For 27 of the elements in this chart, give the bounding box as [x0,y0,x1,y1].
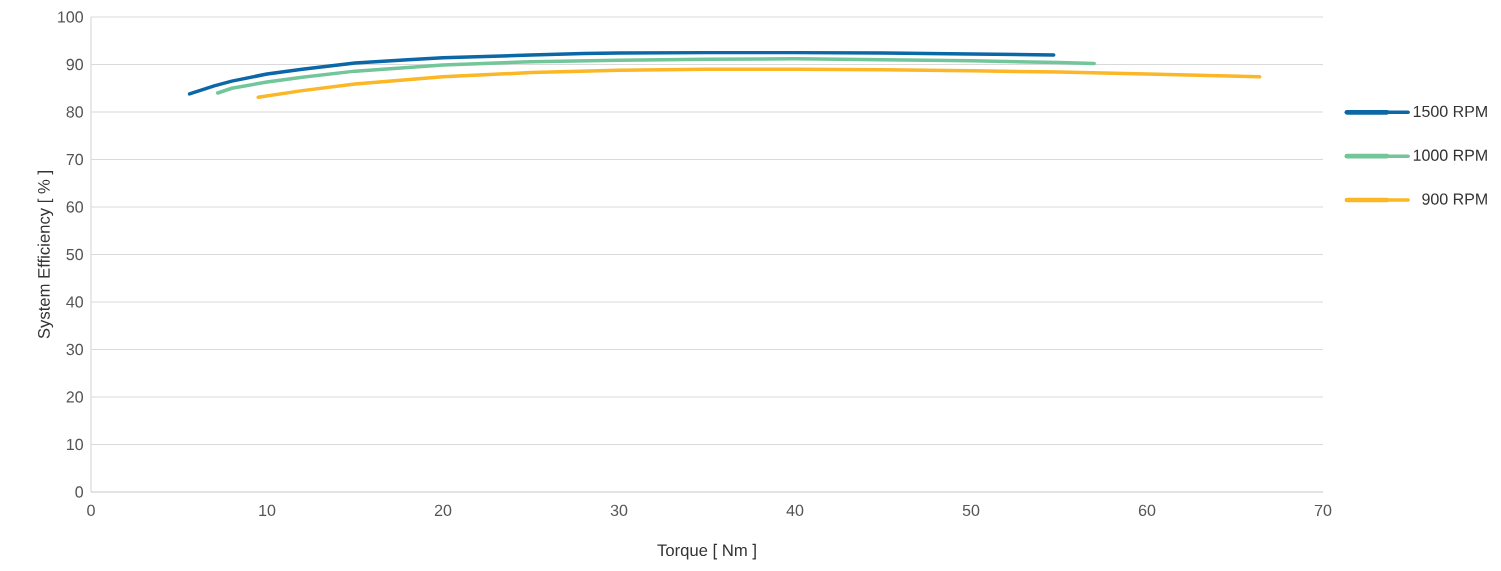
y-tick-label: 60 [66,201,84,213]
x-axis-title: Torque [ Nm ] [657,543,756,560]
x-tick-label: 20 [434,504,452,517]
y-tick-label: 70 [66,153,84,166]
y-tick-label: 10 [67,438,84,451]
line-series [215,57,1096,95]
line-series [187,50,1056,96]
x-tick-label: 0 [87,504,95,517]
x-tick-label: 70 [1314,504,1332,517]
x-tick-label: 30 [610,504,628,517]
legend-label: 1500 RPM [1413,105,1487,118]
x-tick-label: 40 [786,504,804,517]
x-tick-label: 50 [962,504,980,517]
line-series [256,67,1262,100]
y-tick-label: 40 [66,296,84,308]
y-tick-label: 100 [58,11,83,23]
y-tick-label: 80 [66,106,84,118]
y-tick-label: 50 [66,248,84,261]
legend-label: 1000 RPM [1413,149,1487,161]
y-tick-label: 90 [66,58,84,71]
y-axis-title: System Efficiency [ % ] [37,171,54,339]
y-tick-label: 30 [66,343,84,356]
y-tick-label: 20 [66,391,84,403]
x-tick-label: 10 [259,504,276,517]
x-tick-label: 60 [1138,504,1156,517]
legend-label: 900 RPM [1422,193,1487,205]
y-tick-label: 0 [75,486,84,498]
